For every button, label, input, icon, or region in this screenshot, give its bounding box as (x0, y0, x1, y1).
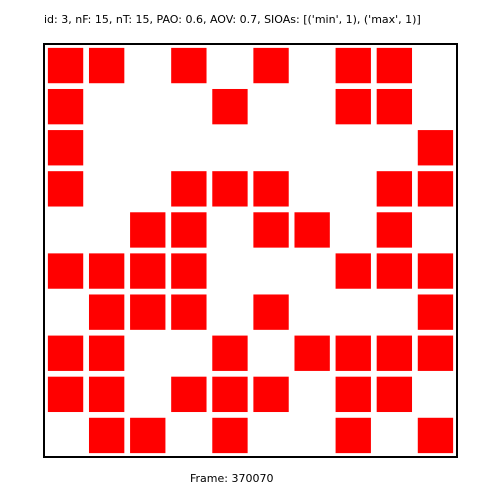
grid-cell (253, 47, 289, 84)
grid-cell (335, 417, 371, 454)
grid-cell (376, 88, 413, 125)
grid-cell (88, 294, 125, 330)
grid-cell (417, 171, 454, 207)
grid-cell (88, 335, 125, 371)
grid-cell (47, 376, 84, 413)
grid-cell (171, 212, 207, 248)
grid-cell (253, 294, 289, 330)
grid-cell (212, 171, 248, 207)
grid-cell (47, 47, 84, 84)
grid-cell (376, 335, 413, 371)
grid-cell (417, 417, 454, 454)
grid-cell (212, 335, 248, 371)
grid-cell (335, 253, 371, 289)
grid-cell (212, 417, 248, 454)
grid-cell (253, 171, 289, 207)
grid-cell (130, 212, 166, 248)
grid-cell (171, 294, 207, 330)
grid-cell (335, 88, 371, 125)
grid-cell (212, 376, 248, 413)
grid-cell (253, 212, 289, 248)
grid-cell (130, 253, 166, 289)
grid-cell (130, 294, 166, 330)
grid-canvas (47, 47, 454, 454)
grid-board (43, 43, 458, 458)
grid-cell (130, 417, 166, 454)
grid-cell (171, 171, 207, 207)
plot-title: id: 3, nF: 15, nT: 15, PAO: 0.6, AOV: 0.… (44, 13, 421, 26)
grid-cell (335, 376, 371, 413)
frame-label: Frame: 370070 (190, 472, 274, 485)
grid-cell (335, 335, 371, 371)
grid-cell (294, 335, 330, 371)
grid-cell (253, 376, 289, 413)
grid-cell (171, 253, 207, 289)
grid-cell (88, 253, 125, 289)
grid-cell (47, 253, 84, 289)
grid-cell (47, 88, 84, 125)
grid-cell (47, 171, 84, 207)
grid-cell (47, 130, 84, 166)
grid-cell (88, 376, 125, 413)
grid-cell (417, 294, 454, 330)
grid-cell (376, 253, 413, 289)
grid-cell (376, 212, 413, 248)
grid-cell (88, 47, 125, 84)
grid-cell (88, 417, 125, 454)
grid-cell (171, 376, 207, 413)
grid-cell (47, 335, 84, 371)
grid-cell (417, 130, 454, 166)
grid-cell (376, 171, 413, 207)
grid-cell (417, 253, 454, 289)
grid-cell (376, 376, 413, 413)
grid-cell (294, 212, 330, 248)
grid-cell (376, 47, 413, 84)
grid-cell (417, 335, 454, 371)
grid-cell (335, 47, 371, 84)
grid-cell (171, 47, 207, 84)
grid-cell (212, 88, 248, 125)
